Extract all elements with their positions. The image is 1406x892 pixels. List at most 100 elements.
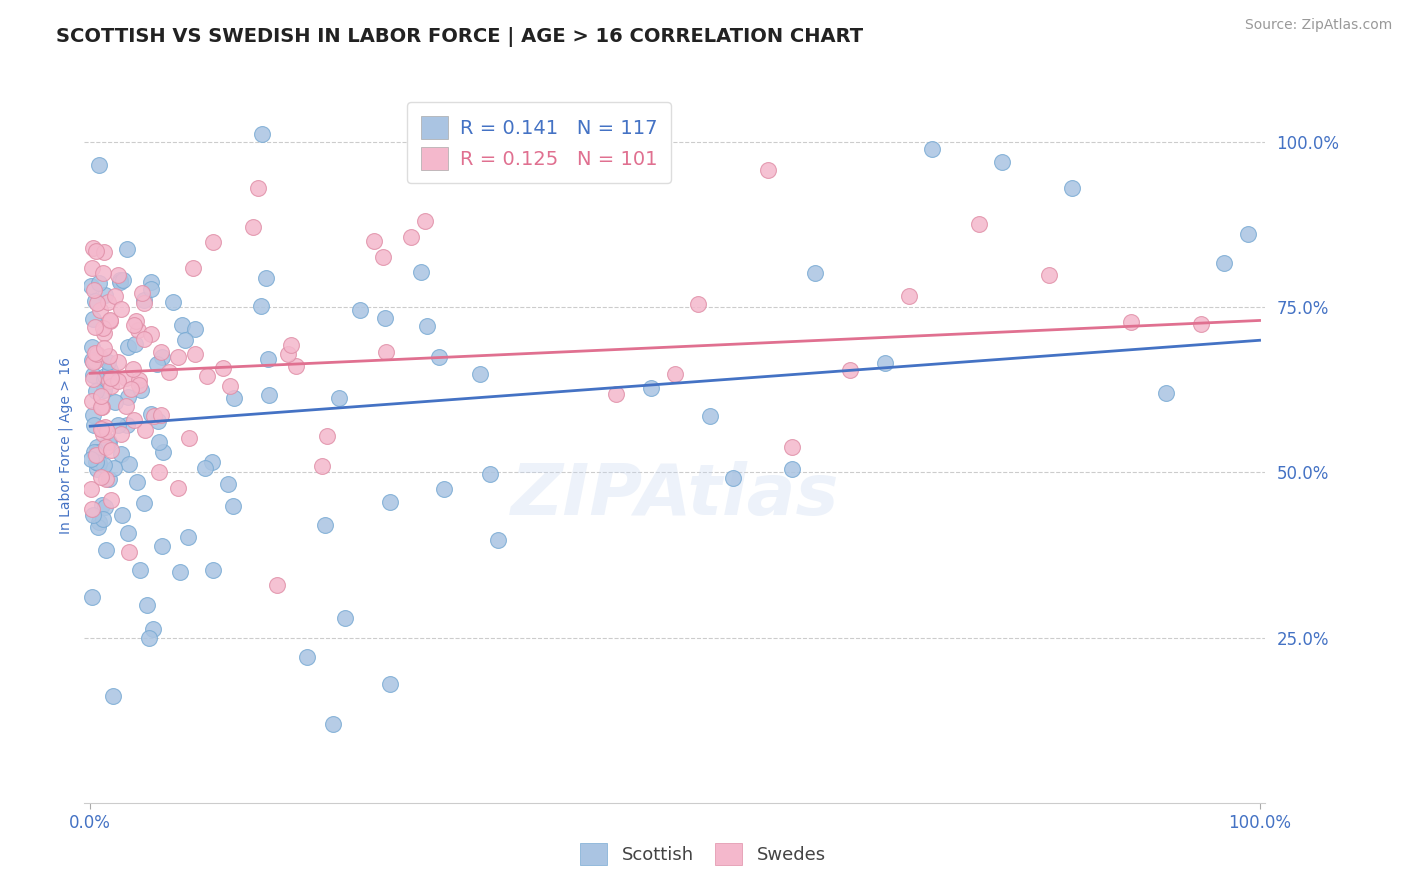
Point (380, 495, 402, 509)
Point (127, 323, 149, 337)
Point (124, 336, 146, 351)
Point (1038, 268, 1060, 283)
Point (97, 434, 120, 449)
Point (91, 498, 114, 512)
Point (1119, 314, 1142, 328)
Point (167, 350, 190, 364)
Point (409, 265, 432, 279)
Point (141, 407, 163, 421)
Point (94, 287, 117, 301)
Point (277, 346, 299, 360)
Point (110, 426, 132, 441)
Point (96, 424, 118, 438)
Point (89, 350, 111, 364)
Point (413, 214, 436, 228)
Point (82, 409, 104, 423)
Point (80, 341, 103, 355)
Point (699, 409, 721, 423)
Point (96, 441, 118, 455)
Point (804, 266, 827, 280)
Point (82, 508, 104, 522)
Point (90, 401, 112, 415)
Point (91, 400, 114, 414)
Point (98, 350, 121, 364)
Point (142, 409, 165, 424)
Point (295, 650, 318, 665)
Point (256, 352, 278, 367)
Point (96, 543, 118, 558)
Point (107, 355, 129, 369)
Point (1154, 386, 1177, 401)
Point (172, 318, 194, 332)
Point (132, 496, 155, 510)
Point (93, 341, 115, 355)
Point (138, 631, 160, 645)
Point (82, 393, 104, 408)
Point (86, 347, 108, 361)
Point (93, 372, 115, 386)
Point (486, 533, 509, 548)
Point (1213, 256, 1236, 270)
Point (166, 481, 188, 495)
Point (254, 270, 277, 285)
Point (86, 455, 108, 469)
Point (314, 517, 336, 532)
Point (91, 266, 114, 280)
Point (921, 142, 943, 156)
Point (91, 320, 114, 334)
Point (86, 448, 108, 462)
Point (201, 454, 224, 468)
Point (90, 421, 112, 435)
Point (83, 284, 105, 298)
Point (139, 282, 162, 296)
Point (84, 345, 107, 359)
Point (82, 312, 104, 326)
Point (371, 250, 394, 264)
Point (87, 520, 110, 534)
Point (315, 428, 337, 442)
Point (605, 387, 627, 401)
Point (98, 312, 121, 326)
Point (127, 475, 149, 489)
Point (110, 447, 132, 461)
Point (257, 388, 280, 402)
Point (217, 476, 239, 491)
Point (84, 319, 107, 334)
Point (80, 261, 103, 276)
Point (177, 530, 200, 544)
Point (84, 448, 107, 462)
Point (115, 418, 138, 433)
Point (758, 162, 780, 177)
Point (132, 332, 155, 346)
Point (86, 441, 108, 455)
Point (89, 456, 111, 470)
Point (89, 470, 111, 484)
Point (150, 539, 173, 553)
Point (194, 461, 217, 475)
Point (82, 368, 104, 382)
Point (780, 441, 803, 455)
Point (134, 423, 156, 437)
Point (432, 482, 454, 496)
Point (322, 716, 344, 731)
Point (132, 293, 155, 308)
Point (98, 363, 121, 377)
Point (134, 296, 156, 310)
Point (97, 434, 120, 449)
Point (98, 473, 121, 487)
Point (90, 389, 112, 403)
Point (280, 337, 302, 351)
Point (1237, 227, 1260, 241)
Point (184, 347, 207, 361)
Point (89, 158, 111, 172)
Point (93, 245, 115, 260)
Point (93, 458, 115, 472)
Text: ZIPAtlas: ZIPAtlas (510, 461, 839, 531)
Point (86, 296, 108, 310)
Point (177, 431, 200, 445)
Point (640, 382, 662, 396)
Point (152, 445, 174, 459)
Point (723, 470, 745, 484)
Point (87, 445, 110, 459)
Point (375, 345, 398, 359)
